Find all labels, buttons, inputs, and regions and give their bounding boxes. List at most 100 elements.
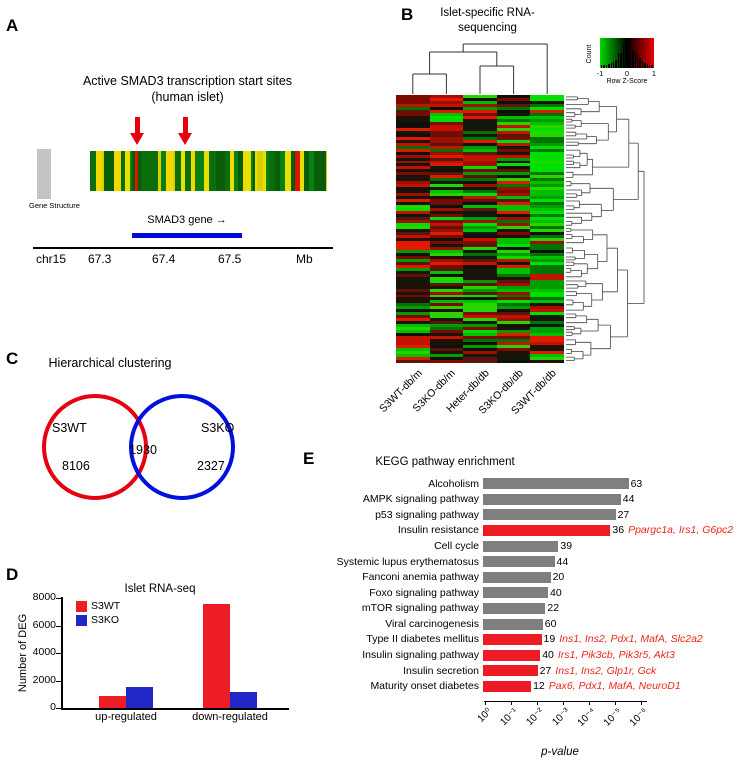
- heatmap-cell: [530, 357, 564, 361]
- arrow-shaft: [182, 117, 188, 134]
- heatmap-cell: [530, 118, 564, 122]
- legend-hist-bar: [620, 52, 622, 68]
- e-count-label: 40: [550, 586, 562, 599]
- gene-band-stripe: [255, 151, 258, 191]
- d-bar-S3WT-up-regulated: [99, 695, 126, 708]
- heatmap-cell: [496, 112, 531, 116]
- gene-structure-band: [90, 151, 327, 191]
- heatmap-cell: [396, 339, 430, 343]
- gene-band-stripe: [225, 151, 231, 191]
- heatmap-cell: [429, 124, 464, 128]
- heatmap-cell: [429, 318, 464, 322]
- heatmap-cell: [429, 309, 464, 313]
- heatmap-cell: [530, 246, 564, 250]
- heatmap-cell: [496, 357, 531, 361]
- heatmap-cell: [463, 339, 497, 343]
- heatmap-cell: [429, 127, 464, 131]
- d-ytick-label: 0: [50, 701, 56, 713]
- heatmap-cell: [496, 205, 531, 209]
- heatmap-cell: [429, 324, 464, 328]
- heatmap-cell: [463, 184, 497, 188]
- heatmap-cell: [396, 261, 430, 265]
- axis-tick-67-5: 67.5: [218, 252, 242, 266]
- heatmap-cell: [496, 223, 531, 227]
- gene-band-stripe: [101, 151, 105, 191]
- panel-d-title: Islet RNA-seq: [124, 583, 196, 595]
- legend-hist-bar: [632, 50, 634, 68]
- heatmap-cell: [463, 220, 497, 224]
- heatmap-cell: [429, 202, 464, 206]
- heatmap-cell: [463, 157, 497, 161]
- heatmap-cell: [496, 330, 531, 334]
- heatmap-cell: [530, 348, 564, 352]
- e-bar: [483, 681, 532, 693]
- heatmap-cell: [530, 124, 564, 128]
- legend-hist-bar: [605, 64, 608, 68]
- gene-band-stripe: [208, 151, 213, 191]
- heatmap-cell: [496, 294, 531, 298]
- heatmap-cell: [463, 163, 497, 167]
- heatmap-cell: [396, 112, 430, 116]
- e-row: Insulin secretion 27 Ins1, Ins2, Glp1r, Gc…: [300, 663, 753, 679]
- heatmap-cell: [530, 115, 564, 119]
- e-bar: [483, 649, 541, 661]
- heatmap-cell: [429, 184, 464, 188]
- heatmap-cell: [463, 327, 497, 331]
- e-row: Foxo signaling pathway 40: [300, 585, 753, 601]
- heatmap-cell: [530, 252, 564, 256]
- heatmap-cell: [429, 139, 464, 143]
- heatmap-cell: [429, 193, 464, 197]
- heatmap-cell: [496, 115, 531, 119]
- heatmap-cell: [429, 142, 464, 146]
- heatmap-cell: [530, 276, 564, 280]
- heatmap-cell: [530, 267, 564, 271]
- gene-band-stripe: [319, 151, 327, 191]
- legend-hist-bar: [610, 63, 612, 68]
- e-row: Viral carcinogenesis 60: [300, 616, 753, 632]
- heatmap-cell: [463, 190, 497, 194]
- heatmap-cell: [429, 175, 464, 179]
- heatmap-cell: [496, 124, 531, 128]
- heatmap-cell: [396, 342, 430, 346]
- heatmap-cell: [496, 184, 531, 188]
- heatmap-cell: [429, 100, 464, 104]
- legend-tick-1: 1: [651, 69, 657, 78]
- heatmap-cell: [496, 252, 531, 256]
- heatmap-cell: [463, 154, 497, 158]
- heatmap-cell: [530, 312, 564, 316]
- e-x-axis-label: p-value: [541, 746, 579, 758]
- gene-band-stripe: [263, 151, 267, 191]
- gene-band-stripe: [107, 151, 115, 191]
- heatmap-cell: [396, 306, 430, 310]
- heatmap-cell: [429, 214, 464, 218]
- heatmap-cell: [496, 312, 531, 316]
- heatmap-cell: [496, 100, 531, 104]
- heatmap-cell: [530, 160, 564, 164]
- axis-tick-67-3: 67.3: [88, 252, 112, 266]
- legend-hist-bar: [603, 64, 605, 68]
- heatmap-cell: [396, 199, 430, 203]
- heatmap-cell: [429, 187, 464, 191]
- heatmap-cell: [496, 118, 531, 122]
- e-row: Alcoholism 63: [300, 476, 753, 492]
- d-ytick-mark: [56, 708, 61, 709]
- d-ytick-mark: [56, 653, 61, 654]
- heatmap-cell: [396, 109, 430, 113]
- heatmap-cell: [496, 288, 531, 292]
- heatmap-cell: [429, 312, 464, 316]
- heatmap-cell: [530, 321, 564, 325]
- heatmap-cell: [396, 142, 430, 146]
- heatmap-cell: [530, 273, 564, 277]
- heatmap-cell: [463, 103, 497, 107]
- heatmap-cell: [496, 351, 531, 355]
- e-pathway-label: Viral carcinogenesis: [385, 617, 479, 630]
- heatmap-cell: [396, 97, 430, 101]
- heatmap-cell: [396, 246, 430, 250]
- e-bar: [483, 540, 559, 552]
- heatmap-cell: [496, 136, 531, 140]
- heatmap-cell: [429, 258, 464, 262]
- heatmap-cell: [429, 342, 464, 346]
- venn-right-name: S3KO: [201, 421, 235, 435]
- e-count-label: 63: [630, 477, 643, 490]
